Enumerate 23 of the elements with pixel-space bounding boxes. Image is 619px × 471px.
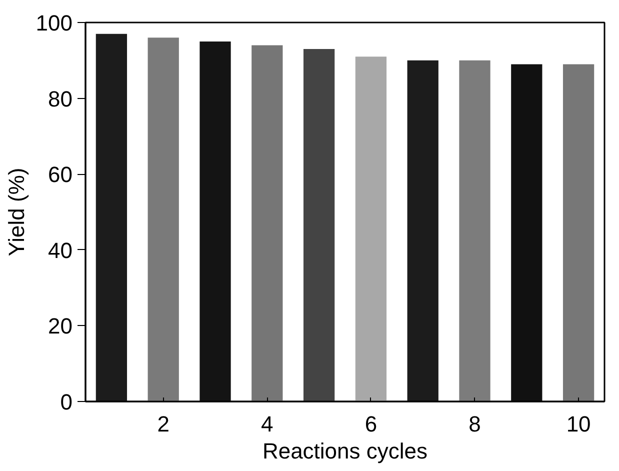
bar — [252, 45, 283, 402]
bar — [303, 49, 335, 402]
x-tick-label: 2 — [157, 412, 170, 436]
bar — [96, 34, 128, 402]
bar — [355, 56, 387, 402]
y-tick-label: 60 — [48, 162, 73, 188]
bar — [459, 60, 490, 402]
y-axis-title: Yield (%) — [4, 168, 29, 256]
x-tick-label: 8 — [468, 412, 481, 436]
y-tick-label: 40 — [48, 238, 73, 263]
y-tick-label: 100 — [36, 10, 73, 36]
bar — [148, 38, 179, 402]
x-tick-label: 6 — [364, 412, 378, 436]
x-tick-label: 10 — [566, 412, 591, 436]
y-tick-label: 80 — [48, 86, 73, 112]
bar — [200, 41, 231, 402]
y-tick-label: 20 — [48, 314, 73, 339]
bar — [407, 60, 438, 402]
y-tick-label: 0 — [60, 390, 73, 414]
x-axis-title: Reactions cycles — [262, 438, 428, 464]
bar — [511, 64, 542, 402]
x-tick-label: 4 — [261, 412, 274, 436]
bar — [562, 64, 594, 402]
